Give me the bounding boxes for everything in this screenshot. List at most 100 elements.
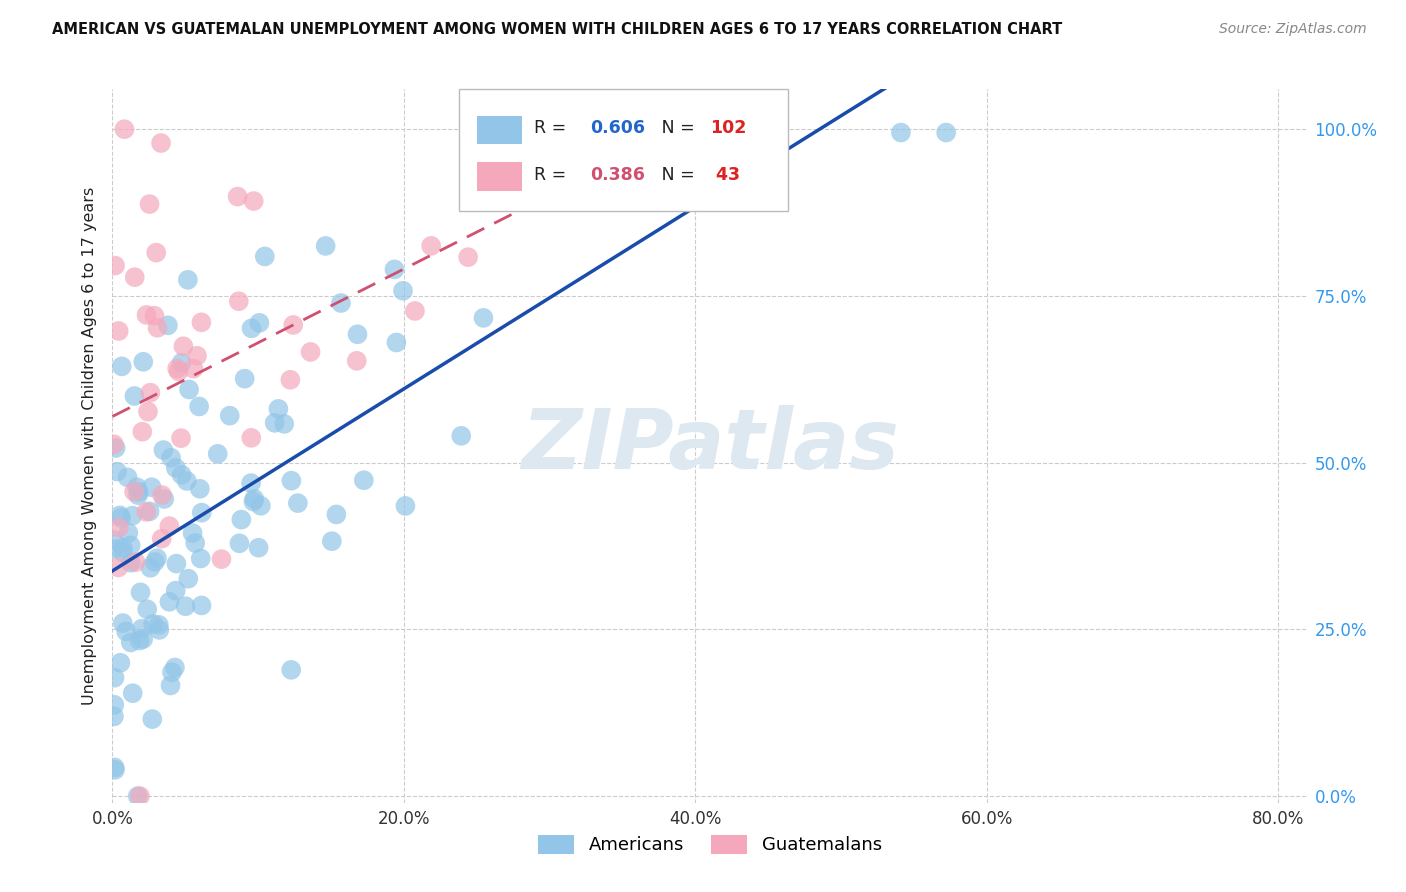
Point [165,461,187,475]
Point [135,308,157,322]
Point [280,373,302,387]
Point [124,555,146,569]
Point [150,532,173,546]
Point [394,499,416,513]
Point [104,760,127,774]
Point [184,536,207,550]
Point [420,239,443,253]
Point [152,443,174,458]
Point [121,508,143,523]
Point [233,371,256,385]
Point [135,505,157,519]
Point [111,359,134,374]
FancyBboxPatch shape [477,116,523,145]
Point [111,615,134,630]
Point [103,671,125,685]
Point [122,484,145,499]
Point [280,474,302,488]
Point [188,482,211,496]
Point [228,536,250,550]
Point [186,349,208,363]
Point [107,324,129,338]
Point [170,356,193,370]
Point [129,789,152,804]
Point [136,602,159,616]
Point [139,385,162,400]
Point [346,354,368,368]
Text: 0.606: 0.606 [591,120,645,137]
Point [103,437,125,451]
Point [146,551,169,566]
Point [142,617,165,632]
Point [240,431,263,445]
Point [160,665,183,680]
Text: R =: R = [534,120,572,137]
Point [283,318,305,332]
Point [935,126,957,140]
Point [120,556,142,570]
Point [190,599,212,613]
Point [160,450,183,465]
Point [211,552,233,566]
Point [120,635,142,649]
Point [240,321,263,335]
Point [177,572,200,586]
Point [139,561,162,575]
Point [108,508,131,523]
Point [287,496,309,510]
Point [115,624,138,639]
Point [242,494,264,508]
Point [110,510,132,524]
Point [127,789,149,804]
Point [330,296,353,310]
Point [104,441,127,455]
Point [111,541,134,555]
Point [181,526,204,541]
Point [138,197,160,211]
Point [163,660,186,674]
Point [188,400,211,414]
Point [177,383,200,397]
Point [124,270,146,285]
Point [145,245,167,260]
Point [104,259,127,273]
Point [190,315,212,329]
Point [315,239,337,253]
Legend: Americans, Guatemalans: Americans, Guatemalans [531,828,889,862]
Point [128,633,150,648]
Point [207,447,229,461]
Y-axis label: Unemployment Among Women with Children Ages 6 to 17 years: Unemployment Among Women with Children A… [82,187,97,705]
Text: Source: ZipAtlas.com: Source: ZipAtlas.com [1219,22,1367,37]
Point [148,617,170,632]
Point [467,129,489,144]
Point [132,632,155,646]
Point [385,335,408,350]
Point [253,250,276,264]
Point [176,474,198,488]
Point [450,429,472,443]
Point [890,126,912,140]
Point [121,686,143,700]
Point [103,709,125,723]
Point [124,389,146,403]
Point [325,508,347,522]
Point [131,425,153,439]
Point [404,304,426,318]
Point [177,273,200,287]
Text: 0.386: 0.386 [591,166,645,184]
Point [143,309,166,323]
Text: N =: N = [657,166,700,184]
Point [170,467,193,482]
Point [131,622,153,636]
Point [457,250,479,264]
Point [108,520,131,534]
Point [107,560,129,574]
Point [105,465,128,479]
Point [111,545,134,559]
Point [299,345,322,359]
Point [263,416,285,430]
Point [249,316,271,330]
Point [165,583,187,598]
Point [148,623,170,637]
Point [114,122,136,136]
